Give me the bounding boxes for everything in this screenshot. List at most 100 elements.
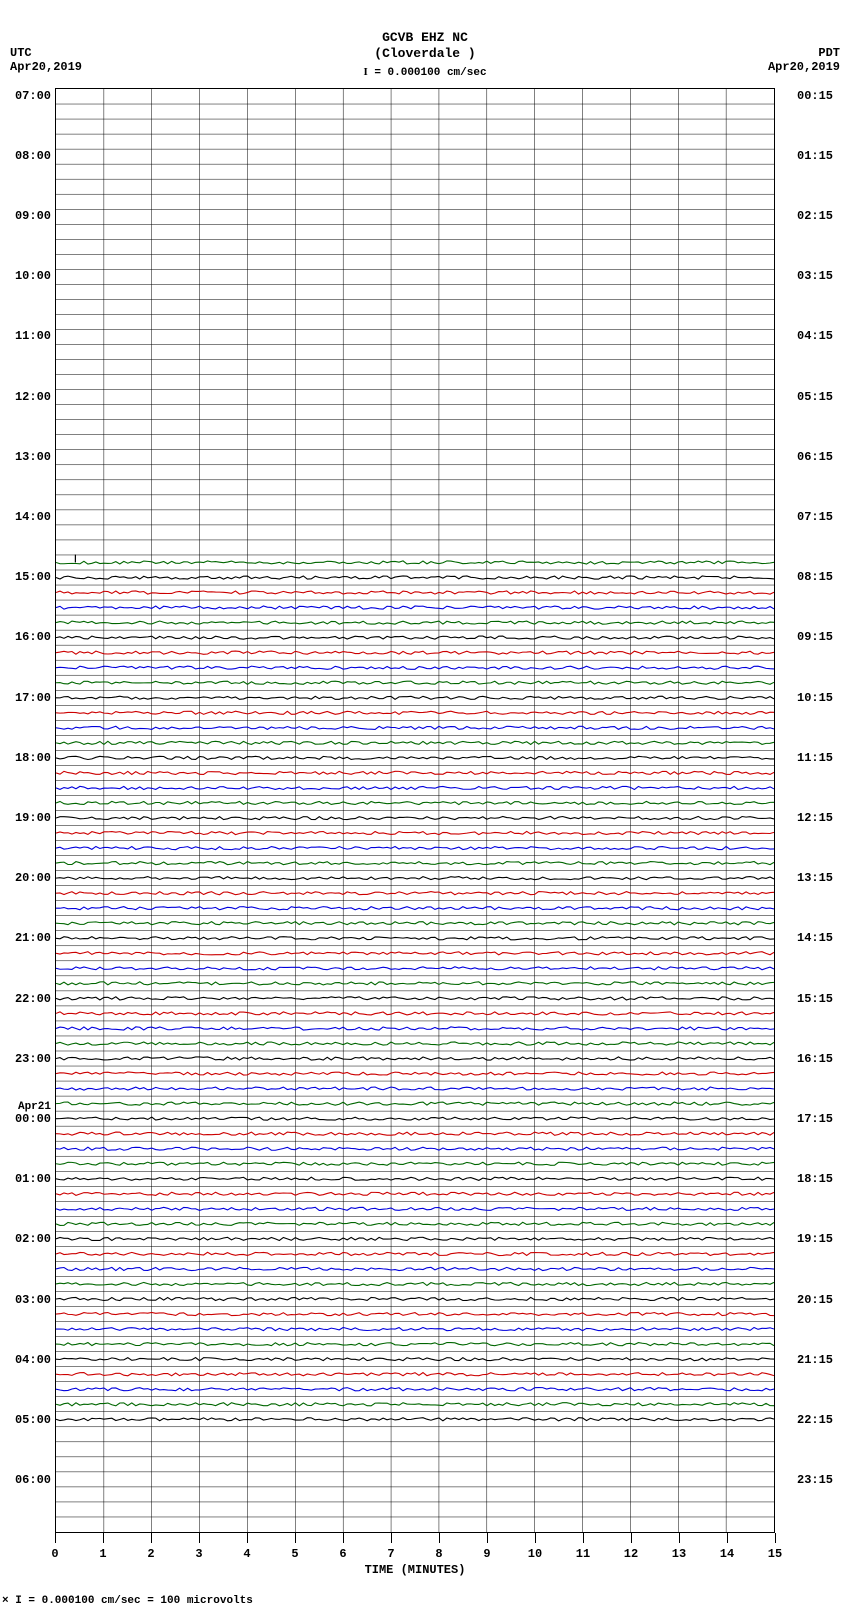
footer-prefix: × I [2,1595,28,1607]
x-tick-mark [55,1533,56,1543]
trace-row [56,1012,774,1015]
trace-row [56,1102,774,1105]
x-tick-mark [103,1533,104,1543]
left-hour-label: 17:00 [15,691,51,705]
x-tick-mark [583,1533,584,1543]
station-location: (Cloverdale ) [0,46,850,61]
trace-row [56,1117,774,1120]
right-hour-label: 17:15 [797,1112,833,1126]
left-hour-label: 21:00 [15,931,51,945]
trace-row [56,1237,774,1240]
x-tick-label: 6 [339,1547,346,1561]
trace-row [56,1147,774,1150]
seismogram-container: GCVB EHZ NC (Cloverdale ) I = 0.000100 c… [0,0,850,1613]
trace-row [56,696,774,699]
trace-row [56,801,774,804]
left-hour-label: 04:00 [15,1353,51,1367]
trace-row [56,1343,774,1346]
right-hour-label: 02:15 [797,209,833,223]
trace-row [56,952,774,955]
footer-text: = 0.000100 cm/sec = 100 microvolts [28,1595,252,1607]
footer-scale-note: × I = 0.000100 cm/sec = 100 microvolts [2,1595,253,1607]
right-hour-label: 21:15 [797,1353,833,1367]
plot-svg [56,89,774,1532]
x-tick-label: 15 [768,1547,782,1561]
trace-row [56,892,774,895]
right-hour-label: 03:15 [797,269,833,283]
right-hour-label: 10:15 [797,691,833,705]
left-hour-label: 12:00 [15,390,51,404]
x-tick-mark [727,1533,728,1543]
x-tick-label: 1 [99,1547,106,1561]
station-title: GCVB EHZ NC [0,30,850,46]
left-hour-label: 01:00 [15,1172,51,1186]
date-change-marker: Apr21 [18,1101,51,1113]
left-hour-label: 18:00 [15,751,51,765]
trace-row [56,1057,774,1060]
x-tick-label: 4 [243,1547,250,1561]
x-tick-label: 3 [195,1547,202,1561]
scale-bar-glyph: I [363,66,367,78]
trace-row [56,591,774,594]
trace-row [56,741,774,744]
x-tick-label: 2 [147,1547,154,1561]
right-hour-label: 20:15 [797,1293,833,1307]
trace-row [56,816,774,819]
trace-row [56,982,774,985]
trace-row [56,907,774,910]
left-hour-label: 08:00 [15,149,51,163]
left-hour-label: 00:00 [15,1112,51,1126]
left-hour-label: 10:00 [15,269,51,283]
right-hour-label: 23:15 [797,1473,833,1487]
trace-row [56,1267,774,1270]
right-hour-label: 22:15 [797,1413,833,1427]
trace-row [56,1358,774,1361]
trace-row [56,1418,774,1421]
scale-value: = 0.000100 cm/sec [374,67,486,79]
right-hour-label: 09:15 [797,630,833,644]
right-hour-label: 08:15 [797,570,833,584]
x-tick-label: 14 [720,1547,734,1561]
trace-row [56,1252,774,1255]
right-hour-label: 12:15 [797,811,833,825]
right-timezone-label: PDT [818,46,840,60]
scale-reference: I = 0.000100 cm/sec [0,66,850,79]
trace-row [56,681,774,684]
left-date-label: Apr20,2019 [10,60,82,74]
left-hour-label: 09:00 [15,209,51,223]
left-hour-label: 23:00 [15,1052,51,1066]
trace-row [56,771,774,774]
left-hour-label: 13:00 [15,450,51,464]
trace-row [56,877,774,880]
trace-row [56,846,774,849]
left-hour-label: 19:00 [15,811,51,825]
trace-row [56,1282,774,1285]
x-tick-mark [199,1533,200,1543]
trace-row [56,651,774,654]
x-tick-mark [151,1533,152,1543]
x-tick-mark [343,1533,344,1543]
x-tick-label: 5 [291,1547,298,1561]
x-axis-label: TIME (MINUTES) [55,1563,775,1577]
left-hour-label: 05:00 [15,1413,51,1427]
trace-row [56,1087,774,1090]
x-tick-label: 12 [624,1547,638,1561]
left-hour-label: 07:00 [15,89,51,103]
trace-row [56,1327,774,1330]
right-hour-label: 11:15 [797,751,833,765]
right-hour-label: 15:15 [797,992,833,1006]
trace-row [56,1388,774,1391]
x-tick-mark [631,1533,632,1543]
left-time-axis: 07:0008:0009:0010:0011:0012:0013:0014:00… [0,88,53,1533]
trace-row [56,967,774,970]
x-tick-label: 9 [483,1547,490,1561]
trace-row [56,756,774,759]
x-tick-label: 8 [435,1547,442,1561]
trace-row [56,606,774,609]
x-tick-mark [679,1533,680,1543]
trace-row [56,937,774,940]
left-hour-label: 20:00 [15,871,51,885]
right-hour-label: 01:15 [797,149,833,163]
x-tick-mark [535,1533,536,1543]
x-tick-mark [439,1533,440,1543]
